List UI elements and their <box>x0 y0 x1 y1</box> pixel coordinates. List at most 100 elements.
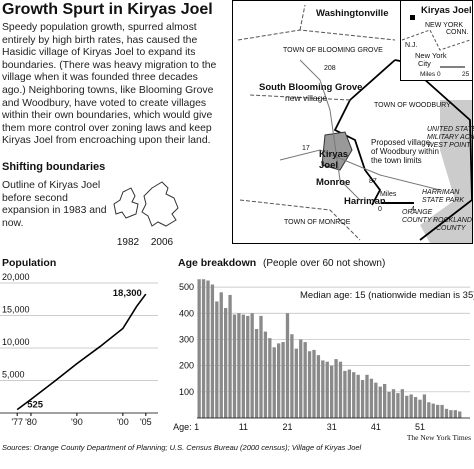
y-tick-label: 200 <box>179 361 194 371</box>
bar <box>409 394 413 418</box>
bar <box>197 279 201 418</box>
map-label: TOWN OF MONROE <box>284 219 351 226</box>
map-label: Miles <box>380 191 397 198</box>
map-label: the town limits <box>371 156 422 165</box>
boundaries-text: Outline of Kiryas Joel before second exp… <box>2 180 107 229</box>
bar <box>268 338 272 418</box>
x-tick-label: '05 <box>140 417 152 427</box>
map-label: UNITED STATES <box>427 126 474 133</box>
map-label: of Woodbury within <box>371 147 439 156</box>
bar <box>259 315 263 418</box>
x-tick-label: '90 <box>71 417 83 427</box>
bar <box>338 361 343 418</box>
y-tick-label: 300 <box>179 334 194 344</box>
map-label: TOWN OF WOODBURY <box>374 102 451 109</box>
bar <box>330 365 334 418</box>
bar <box>453 410 457 418</box>
bar <box>360 380 365 418</box>
sources: Sources: Orange County Department of Pla… <box>2 443 362 452</box>
x-tick-label: 51 <box>415 422 425 432</box>
map-label: Washingtonville <box>316 8 388 19</box>
bar <box>413 397 418 418</box>
bar <box>374 382 378 418</box>
map-label: 25 <box>462 71 470 78</box>
bar <box>263 331 268 418</box>
map-label: ORANGE <box>402 209 433 216</box>
map-label: South Blooming Grove <box>259 82 362 93</box>
bar <box>224 308 228 418</box>
bar <box>210 284 215 418</box>
y-tick-label: 400 <box>179 308 194 318</box>
map-label: 4 <box>411 206 415 213</box>
bar <box>232 314 237 418</box>
credit: The New York Times <box>407 433 471 442</box>
bar <box>241 314 245 418</box>
map-label: New York <box>415 51 447 60</box>
bar <box>427 402 431 418</box>
bar <box>444 408 449 418</box>
y-tick-label: 20,000 <box>2 272 30 282</box>
bar <box>303 342 307 418</box>
year-label: 2006 <box>151 237 174 248</box>
inset-marker <box>410 15 415 20</box>
bar <box>299 339 303 418</box>
map-label: City <box>418 59 431 68</box>
bar <box>422 394 427 418</box>
bar <box>383 383 387 418</box>
x-tick-label: 41 <box>371 422 381 432</box>
bar <box>246 315 250 418</box>
map-label: Kiryas Joel <box>421 5 472 16</box>
title: Growth Spurt in Kiryas Joel <box>2 1 213 18</box>
state-line <box>401 29 471 51</box>
y-tick-label: 10,000 <box>2 337 30 347</box>
map-label: Proposed village <box>371 138 431 147</box>
y-tick-label: 15,000 <box>2 305 30 315</box>
bar <box>400 389 404 418</box>
chart-title: Age breakdown <box>178 257 256 269</box>
bar <box>281 342 285 418</box>
bar <box>325 361 329 418</box>
bar <box>391 389 396 418</box>
y-tick-label: 500 <box>179 282 194 292</box>
map-label: STATE PARK <box>422 197 464 204</box>
town-line <box>237 4 396 241</box>
map-label: Monroe <box>316 177 350 188</box>
bar <box>294 348 298 418</box>
bar <box>405 395 409 418</box>
bar <box>277 343 281 418</box>
bar <box>440 404 444 418</box>
line <box>16 293 147 411</box>
bar <box>458 411 462 418</box>
bar <box>206 280 210 418</box>
park-area <box>420 100 472 243</box>
bar <box>334 359 338 418</box>
x-tick-label: 21 <box>283 422 293 432</box>
value-label: 18,300 <box>113 288 142 299</box>
bar <box>365 374 369 418</box>
bar <box>307 351 312 418</box>
bar <box>431 403 435 418</box>
map-label: Joel <box>319 160 338 171</box>
map-label: COUNTY <box>436 225 467 232</box>
bar <box>387 391 391 418</box>
x-tick-label: '00 <box>117 417 129 427</box>
outline-2006 <box>141 181 179 227</box>
bar <box>237 313 241 418</box>
bar <box>250 313 254 418</box>
map-label: new village <box>285 93 327 103</box>
annotation: Median age: 15 (nationwide median is 35) <box>300 290 474 301</box>
bar <box>321 360 325 418</box>
map-label: 17 <box>302 145 310 152</box>
map-label: N.J. <box>405 42 418 49</box>
bar <box>312 349 316 418</box>
map-label: 0 <box>378 206 382 213</box>
map-label: MILITARY ACADEMY <box>427 134 474 141</box>
map-label: ROCKLAND <box>433 217 472 224</box>
x-tick-label: '80 <box>25 417 37 427</box>
map-label: 0 <box>437 71 441 78</box>
bar <box>285 313 290 418</box>
bar <box>347 369 351 418</box>
map-label: 208 <box>324 65 336 72</box>
chart-title: Population <box>2 257 56 269</box>
